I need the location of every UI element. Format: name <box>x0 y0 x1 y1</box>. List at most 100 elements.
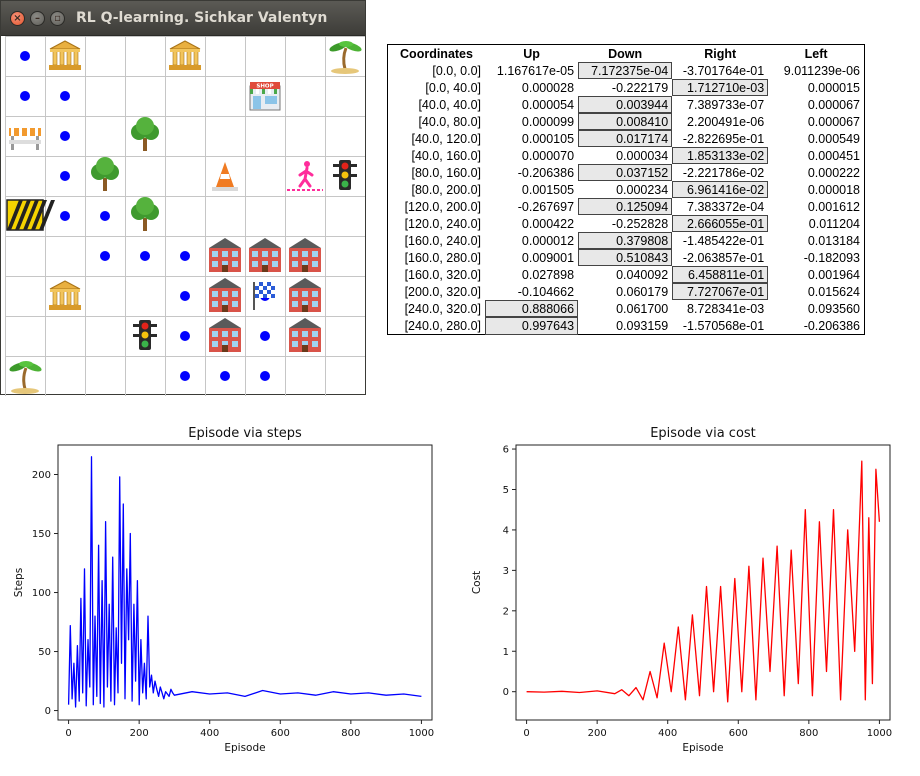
shop-icon: SHOP <box>249 82 281 111</box>
coordinate-cell: [160.0, 320.0] <box>404 267 482 282</box>
header-down: Down <box>608 46 643 61</box>
header-right: Right <box>704 46 737 61</box>
y-tick-label: 0 <box>45 706 51 717</box>
q-value-cell: -0.104662 <box>517 284 575 299</box>
q-value-cell: -3.701764e-01 <box>682 63 765 78</box>
q-value-cell: 0.000028 <box>521 80 575 95</box>
q-value-cell: 0.000018 <box>807 182 860 197</box>
q-table-row: [160.0, 240.0] 0.000012 0.379808 -1.485422e… <box>388 232 865 249</box>
y-tick-label: 2 <box>503 606 509 617</box>
q-value-cell: 0.011204 <box>808 216 860 231</box>
q-value-cell: 0.000105 <box>521 131 575 146</box>
q-value-cell: 0.000451 <box>807 148 860 163</box>
q-value-cell: 2.666055e-01 <box>672 215 769 232</box>
q-value-cell: -1.570568e-01 <box>682 318 765 333</box>
q-value-cell: 0.001505 <box>521 182 575 197</box>
maximize-icon: ▫ <box>54 13 61 24</box>
q-value-cell: 0.017174 <box>578 130 673 147</box>
q-value-cell: 0.093560 <box>807 301 860 316</box>
palm-tree-icon <box>9 361 42 394</box>
pedestrian-icon <box>287 161 323 191</box>
q-value-cell: 0.009001 <box>521 250 575 265</box>
q-value-cell: -0.252828 <box>611 216 669 231</box>
close-icon: × <box>13 13 22 24</box>
q-value-cell: 0.060179 <box>616 284 669 299</box>
y-tick-label: 4 <box>503 525 509 536</box>
series-line <box>526 460 881 703</box>
agent-path-dot <box>180 371 190 381</box>
x-axis-label: Episode <box>224 742 265 754</box>
q-value-cell: 0.888066 <box>485 300 579 317</box>
y-tick-label: 1 <box>503 647 509 658</box>
q-value-cell: -2.822695e-01 <box>682 131 765 146</box>
window-titlebar[interactable]: × – ▫ RL Q-learning. Sichkar Valentyn <box>1 1 365 36</box>
q-value-cell: 0.001964 <box>807 267 860 282</box>
q-value-cell: 7.383372e-04 <box>687 199 765 214</box>
y-tick-label: 6 <box>503 445 509 456</box>
agent-path-dot <box>260 371 270 381</box>
building-icon <box>289 238 321 272</box>
q-value-cell: -0.222179 <box>611 80 669 95</box>
q-value-cell: 0.000222 <box>807 165 860 180</box>
q-table-row: [40.0, 40.0] 0.000054 0.003944 7.389733e-07… <box>388 96 865 113</box>
q-value-cell: 9.011239e-06 <box>783 63 860 78</box>
coordinate-cell: [160.0, 240.0] <box>404 233 482 248</box>
q-table-row: [160.0, 280.0] 0.009001 0.510843 -2.063857e… <box>388 249 865 266</box>
q-value-cell: 0.000070 <box>521 148 575 163</box>
q-value-cell: -0.206386 <box>517 165 575 180</box>
steps-chart: Episode via steps 0 200 400 600 800 1000 0 50 100… <box>13 426 434 754</box>
q-value-cell: 0.997643 <box>485 317 579 335</box>
cost-chart: Episode via cost 0 200 400 600 800 1000 0 1 2 3 4 5 6… <box>471 426 892 754</box>
q-table-row: [40.0, 160.0] 0.000070 0.000034 1.853133e-0… <box>388 147 865 164</box>
q-table-row: [80.0, 200.0] 0.001505 0.000234 6.961416e-0… <box>388 181 865 198</box>
x-tick-label: 1000 <box>867 728 892 739</box>
traffic-cone-icon <box>212 162 238 191</box>
q-value-cell: 7.389733e-07 <box>687 97 765 112</box>
q-value-cell: -0.267697 <box>517 199 575 214</box>
y-tick-label: 200 <box>32 470 51 481</box>
y-tick-label: 150 <box>32 529 51 540</box>
agent-path-dot <box>180 251 190 261</box>
q-value-cell: -0.206386 <box>803 318 860 333</box>
agent-path-dot <box>100 211 110 221</box>
q-value-cell: -0.182093 <box>803 250 860 265</box>
q-table-row: [200.0, 320.0] -0.104662 0.060179 7.727067e… <box>388 283 865 300</box>
maximize-button[interactable]: ▫ <box>50 11 65 26</box>
bank-icon <box>49 280 81 310</box>
chart-title: Episode via cost <box>650 426 756 441</box>
close-button[interactable]: × <box>10 11 25 26</box>
q-value-cell: 0.000549 <box>807 131 860 146</box>
q-table-row: [160.0, 320.0] 0.027898 0.040092 6.458811e-… <box>388 266 865 283</box>
window-title: RL Q-learning. Sichkar Valentyn <box>76 10 328 26</box>
x-tick-label: 800 <box>341 728 360 739</box>
agent-path-dot <box>20 91 30 101</box>
chart-title: Episode via steps <box>188 426 302 441</box>
q-table-row: [240.0, 280.0] 0.997643 0.093159 -1.570568e… <box>388 317 865 335</box>
q-value-cell: 0.008410 <box>578 113 673 130</box>
y-tick-label: 50 <box>38 647 51 658</box>
minimize-button[interactable]: – <box>30 11 45 26</box>
q-value-cell: 1.853133e-02 <box>672 147 769 164</box>
q-table-row: [0.0, 40.0] 0.000028 -0.222179 1.712710e-03… <box>388 79 865 96</box>
agent-path-dot <box>220 371 230 381</box>
x-tick-label: 0 <box>65 728 71 739</box>
q-value-cell: 1.167617e-05 <box>496 63 575 78</box>
coordinate-cell: [240.0, 320.0] <box>404 301 482 316</box>
header-up: Up <box>523 46 540 61</box>
header-left: Left <box>804 46 828 61</box>
q-table-row: [80.0, 160.0] -0.206386 0.037152 -2.221786e… <box>388 164 865 181</box>
x-tick-label: 1000 <box>409 728 434 739</box>
q-table-row: [40.0, 80.0] 0.000099 0.008410 2.200491e-06… <box>388 113 865 130</box>
q-value-cell: 0.000034 <box>616 148 669 163</box>
q-table-row: [120.0, 200.0] -0.267697 0.125094 7.383372e… <box>388 198 865 215</box>
q-value-cell: 7.172375e-04 <box>578 62 673 79</box>
y-tick-label: 3 <box>503 566 509 577</box>
y-tick-label: 100 <box>32 588 51 599</box>
coordinate-cell: [80.0, 200.0] <box>411 182 482 197</box>
coordinate-cell: [40.0, 80.0] <box>418 114 482 129</box>
q-value-cell: 0.093159 <box>616 318 669 333</box>
building-icon <box>289 278 321 312</box>
tree-icon <box>131 117 159 151</box>
coordinate-cell: [120.0, 200.0] <box>404 199 482 214</box>
header-coordinates: Coordinates <box>400 46 473 61</box>
